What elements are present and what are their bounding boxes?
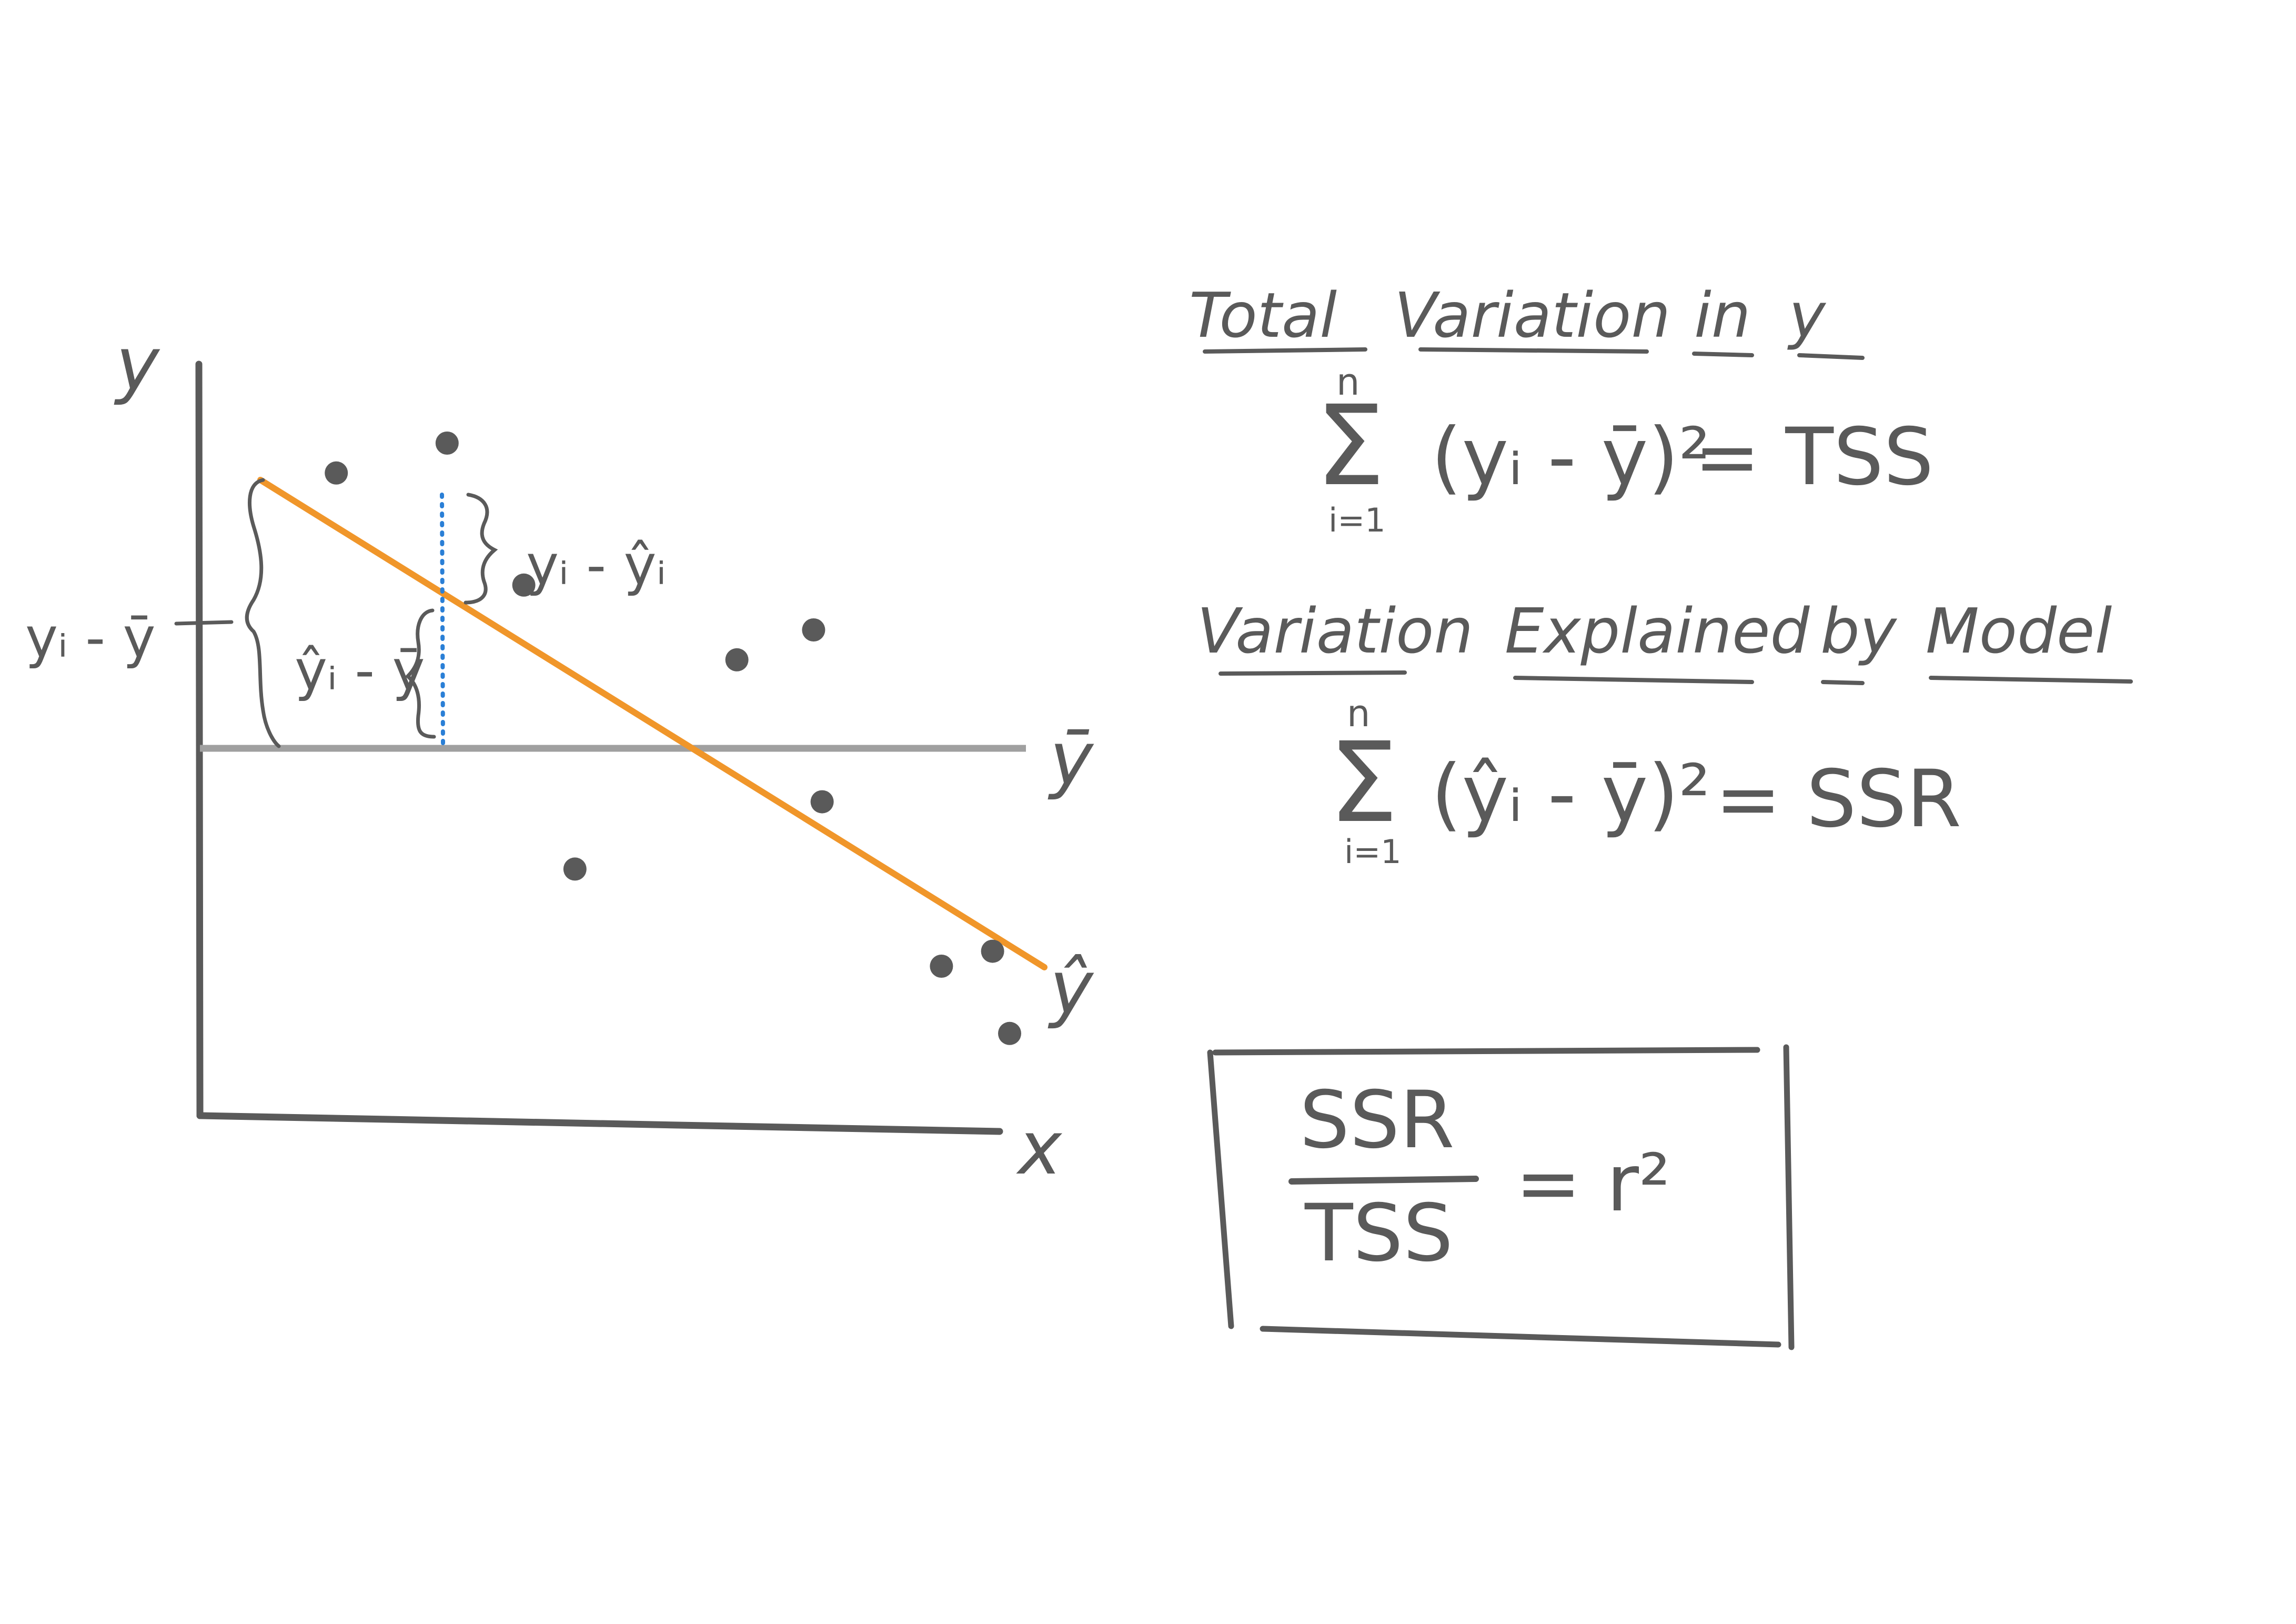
r-squared-box: SSR TSS = r²: [1207, 1044, 1795, 1350]
tss-heading-underline-3: [1692, 352, 1754, 357]
total-deviation-tick: [174, 620, 234, 626]
fraction-bar: [1288, 1176, 1479, 1185]
data-point: [325, 461, 348, 485]
ssr-sum-bottom: i=1: [1344, 833, 1402, 871]
explained-deviation-label: ŷᵢ - ȳ: [295, 638, 425, 703]
tss-sum-symbol: Σ: [1315, 382, 1385, 510]
box-outline: [1207, 1044, 1795, 1350]
data-point: [930, 955, 953, 978]
fraction-numerator: SSR: [1300, 1075, 1455, 1166]
tss-heading-underline-4: [1797, 353, 1865, 360]
data-point: [998, 1021, 1021, 1045]
fraction-denominator: TSS: [1304, 1188, 1453, 1279]
tss-sum-top: n: [1336, 360, 1360, 404]
tss-equals: = TSS: [1694, 412, 1934, 503]
data-point: [725, 648, 749, 671]
tss-heading-underline-2: [1418, 347, 1649, 354]
tss-heading-word-3: in: [1694, 279, 1751, 352]
tss-heading-underline-1: [1203, 347, 1367, 354]
tss-formula: Total Variation in y n Σ i=1 (yᵢ - ȳ)² =…: [1189, 279, 1934, 539]
ssr-heading-word-3: by: [1820, 595, 1898, 667]
r-squared-result: = r²: [1515, 1138, 1670, 1229]
residual-label: yᵢ - ŷᵢ: [526, 533, 666, 597]
total-deviation-label: yᵢ - ȳ: [25, 606, 156, 670]
tss-heading-word-1: Total: [1189, 279, 1337, 352]
ssr-equals: = SSR: [1715, 754, 1961, 845]
ssr-heading-word-4: Model: [1926, 595, 2112, 667]
ssr-heading-word-2: Explained: [1505, 595, 1810, 667]
tss-heading-word-2: Variation: [1394, 279, 1670, 352]
data-point: [810, 790, 834, 814]
y-axis: [195, 360, 204, 1119]
ssr-heading-underline-3: [1821, 680, 1865, 685]
ssr-sum-symbol: Σ: [1328, 718, 1398, 847]
x-axis: [196, 1112, 1003, 1135]
data-point: [435, 432, 459, 455]
scatter-plot: y x ȳ ŷ yᵢ - ȳ ŷᵢ - ȳ yᵢ - ŷᵢ: [25, 322, 1094, 1191]
residual-dotted-line: [440, 493, 445, 745]
regression-line-label: ŷ: [1048, 945, 1094, 1031]
x-axis-label: x: [1016, 1106, 1063, 1191]
mean-line-label: ȳ: [1048, 716, 1094, 802]
data-point: [563, 857, 587, 881]
ssr-heading-underline-1: [1219, 670, 1407, 676]
y-axis-label: y: [114, 322, 160, 407]
regression-line: [257, 477, 1048, 970]
tss-expression: (yᵢ - ȳ)²: [1431, 412, 1710, 503]
ssr-formula: Variation Explained by Model n Σ i=1 (ŷᵢ…: [1197, 595, 2133, 871]
residual-brace: [464, 493, 498, 605]
data-point: [981, 939, 1004, 963]
ssr-expression: (ŷᵢ - ȳ)²: [1431, 748, 1710, 840]
ssr-heading-underline-4: [1929, 676, 2133, 684]
data-points: [325, 432, 1021, 1045]
tss-heading-word-4: y: [1787, 279, 1827, 352]
total-deviation-brace: [245, 478, 281, 748]
ssr-heading-word-1: Variation: [1197, 595, 1473, 667]
ssr-sum-top: n: [1347, 692, 1370, 735]
data-point: [802, 618, 825, 641]
tss-sum-bottom: i=1: [1328, 501, 1386, 539]
explained-deviation-brace: [405, 608, 436, 739]
data-point: [512, 573, 536, 597]
ssr-heading-underline-2: [1513, 676, 1754, 684]
